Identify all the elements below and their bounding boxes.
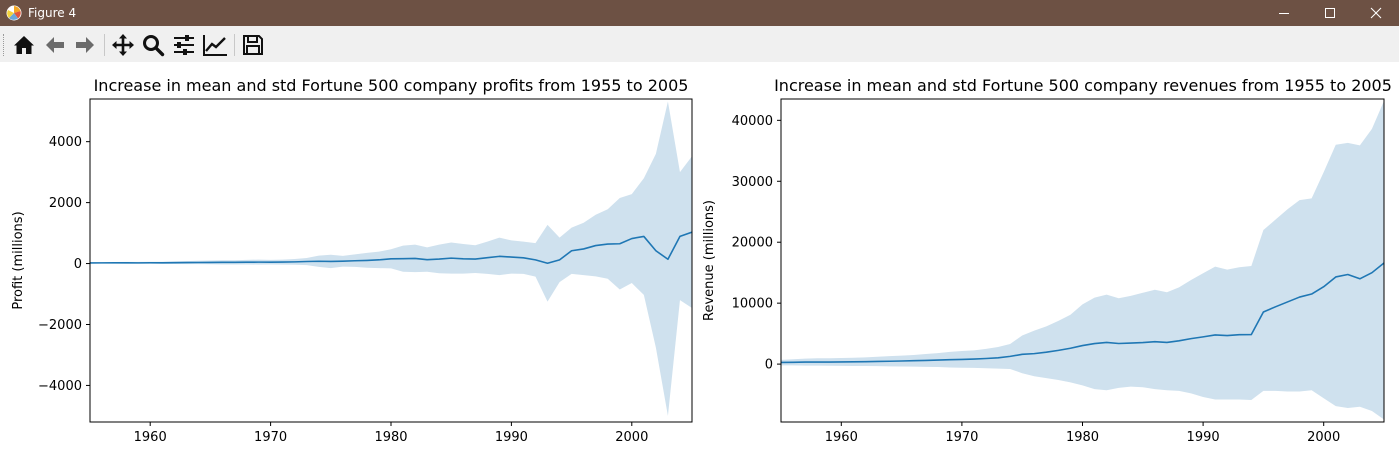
maximize-icon	[1325, 8, 1335, 18]
subplot-1: 1960 1970 1980 1990 2000 −4000 −2000 0 2000 4000 I…	[11, 76, 693, 445]
y-axis-label: Revenue (millions)	[702, 200, 717, 321]
chart-title: Increase in mean and std Fortune 500 com…	[774, 76, 1392, 95]
y-tick-label: 10000	[732, 297, 773, 312]
magnifier-icon	[143, 35, 165, 57]
mean-line	[781, 262, 1384, 364]
x-tick-label: 1990	[1187, 430, 1220, 445]
window-titlebar: Figure 4	[0, 0, 1399, 26]
y-tick-label: 2000	[49, 196, 82, 211]
mean-line	[90, 231, 692, 265]
y-tick-label: −2000	[38, 318, 82, 333]
x-tick-label: 1960	[825, 430, 858, 445]
home-button[interactable]	[10, 31, 38, 59]
line-chart-icon	[203, 35, 227, 56]
y-tick-label: 0	[765, 358, 773, 373]
window-title: Figure 4	[28, 6, 77, 20]
navigation-toolbar	[0, 26, 1399, 63]
y-axis-label: Profit (millions)	[11, 211, 26, 309]
maximize-button[interactable]	[1307, 0, 1353, 26]
home-icon	[14, 36, 34, 54]
toolbar-separator	[234, 34, 235, 56]
pan-button[interactable]	[109, 31, 137, 59]
y-tick-label: −4000	[38, 379, 82, 394]
back-button[interactable]	[41, 31, 69, 59]
minimize-icon	[1279, 13, 1289, 14]
y-tick-label: 40000	[732, 114, 773, 129]
floppy-disk-icon	[243, 35, 263, 55]
arrow-right-icon	[76, 37, 94, 53]
toolbar-grip[interactable]	[3, 34, 7, 56]
x-tick-label: 1980	[1066, 430, 1099, 445]
y-tick-label: 30000	[732, 175, 773, 190]
subplot-2: 1960 1970 1980 1990 200001000020000300004000…	[702, 76, 1392, 445]
forward-button[interactable]	[71, 31, 99, 59]
figure-svg: 1960 1970 1980 1990 2000 −4000 −2000 0 2000 4000 I…	[11, 76, 1392, 445]
figure-canvas[interactable]: 1960 1970 1980 1990 2000 −4000 −2000 0 2000 4000 I…	[0, 62, 1399, 460]
toolbar-separator	[104, 34, 105, 56]
y-tick-label: 0	[74, 257, 82, 272]
edit-axes-button[interactable]	[201, 31, 229, 59]
x-tick-label: 2000	[615, 430, 648, 445]
x-tick-label: 1970	[254, 430, 287, 445]
close-icon	[1370, 7, 1382, 19]
configure-subplots-button[interactable]	[170, 31, 198, 59]
x-tick-label: 1960	[134, 430, 167, 445]
matplotlib-logo-icon	[6, 5, 22, 21]
x-tick-label: 1970	[945, 430, 978, 445]
x-tick-label: 1980	[374, 430, 407, 445]
chart-title: Increase in mean and std Fortune 500 com…	[94, 76, 689, 95]
zoom-button[interactable]	[139, 31, 167, 59]
x-tick-label: 1990	[495, 430, 528, 445]
y-tick-label: 4000	[49, 135, 82, 150]
move-icon	[112, 34, 134, 56]
minimize-button[interactable]	[1261, 0, 1307, 26]
std-band	[781, 100, 1384, 420]
x-tick-label: 2000	[1307, 430, 1340, 445]
save-button[interactable]	[239, 31, 267, 59]
arrow-left-icon	[46, 37, 64, 53]
sliders-icon	[174, 35, 194, 55]
y-tick-label: 20000	[732, 236, 773, 251]
close-button[interactable]	[1353, 0, 1399, 26]
